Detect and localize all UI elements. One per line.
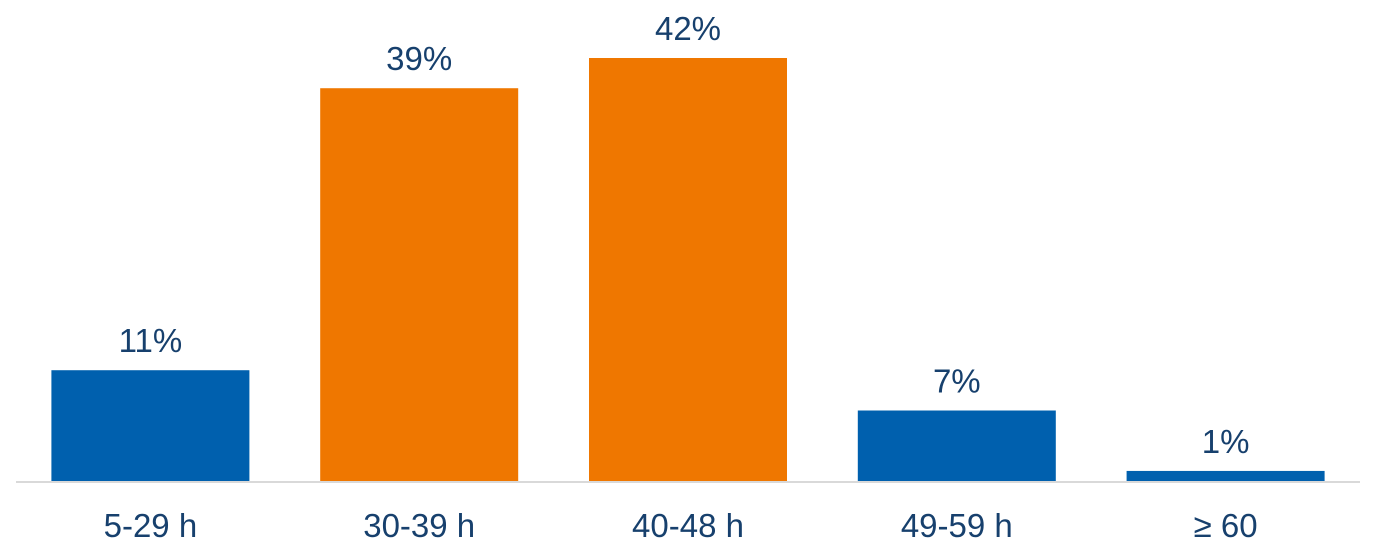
- bar-2: [589, 58, 787, 481]
- bar-0: [51, 370, 250, 481]
- x-tick-label-2: 40-48 h: [632, 507, 744, 544]
- x-tick-label-4: ≥ 60: [1194, 507, 1258, 544]
- bars-group: [51, 58, 1325, 481]
- data-label-2: 42%: [655, 10, 721, 47]
- bar-3: [857, 410, 1056, 481]
- data-labels-group: 11% 39% 42% 7% 1%: [119, 10, 1250, 460]
- x-tick-label-3: 49-59 h: [901, 507, 1013, 544]
- x-tick-labels-group: 5-29 h 30-39 h 40-48 h 49-59 h ≥ 60: [104, 507, 1258, 544]
- data-label-1: 39%: [386, 40, 452, 77]
- bar-4: [1126, 470, 1325, 481]
- data-label-3: 7%: [933, 363, 981, 400]
- data-label-4: 1%: [1202, 423, 1250, 460]
- x-tick-label-0: 5-29 h: [104, 507, 198, 544]
- x-tick-label-1: 30-39 h: [363, 507, 475, 544]
- data-label-0: 11%: [119, 322, 183, 359]
- bar-1: [320, 88, 519, 481]
